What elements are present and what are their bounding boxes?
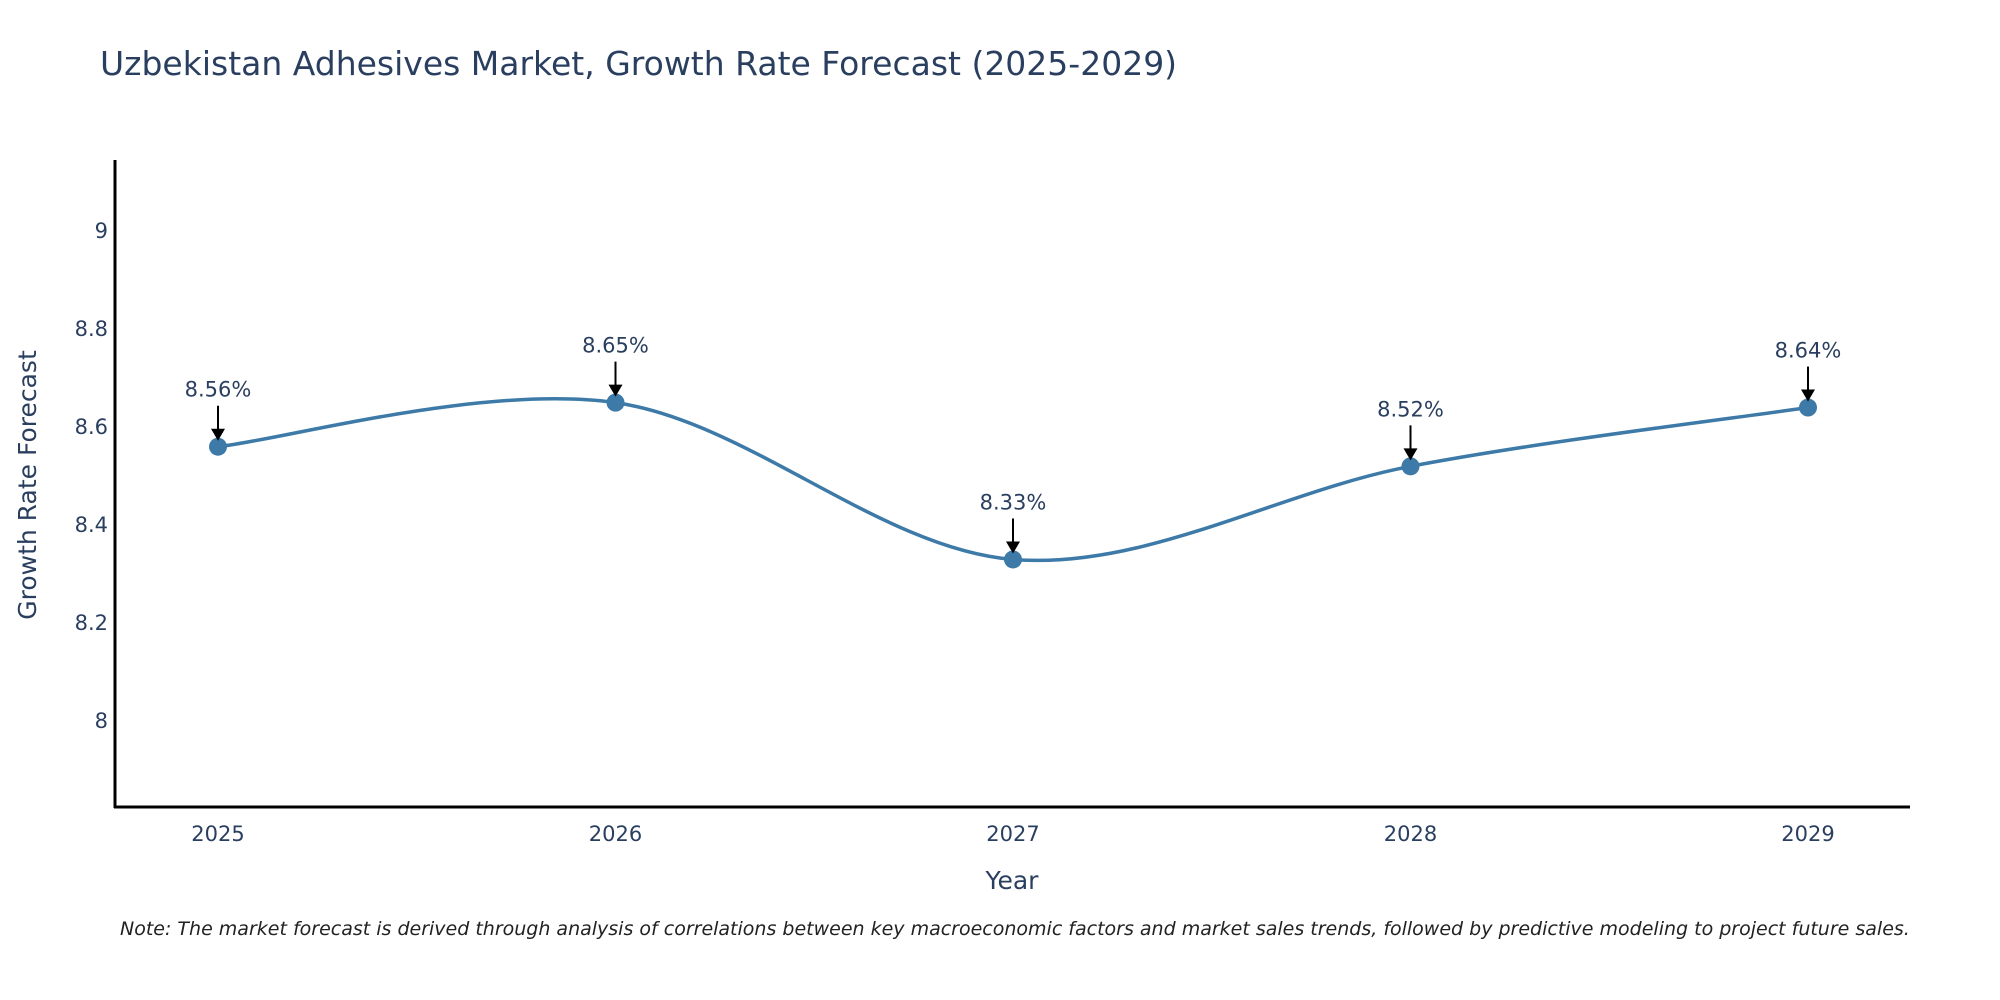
series-growth-rate xyxy=(209,393,1817,569)
data-label: 8.65% xyxy=(582,334,649,358)
data-point xyxy=(1799,398,1817,417)
data-label: 8.64% xyxy=(1775,339,1842,363)
x-tick-label: 2029 xyxy=(1781,822,1834,846)
data-point xyxy=(606,393,625,412)
data-labels: 8.56% 8.65% 8.33% 8.52% 8.64% xyxy=(185,334,1842,554)
data-point xyxy=(1401,457,1420,476)
annotation-arrowhead xyxy=(608,384,623,397)
axes: 8 8.2 8.4 8.6 8.8 9 2025 2026 2027 2028 2029 xyxy=(75,160,1910,846)
x-tick-label: 2028 xyxy=(1384,822,1437,846)
data-label: 8.33% xyxy=(980,490,1047,514)
x-tick-label: 2025 xyxy=(191,822,244,846)
annotation-arrowhead xyxy=(211,428,225,441)
x-tick-label: 2026 xyxy=(589,822,642,846)
y-tick-label: 9 xyxy=(95,219,108,243)
data-point xyxy=(1004,550,1022,569)
annotation-arrowhead xyxy=(1006,541,1020,554)
data-label: 8.52% xyxy=(1377,397,1444,421)
y-tick-label: 8.4 xyxy=(75,513,108,537)
data-label: 8.56% xyxy=(185,378,252,402)
annotation-arrowhead xyxy=(1801,389,1815,402)
annotation-arrowhead xyxy=(1403,448,1418,461)
y-tick-label: 8.2 xyxy=(75,611,108,635)
data-point xyxy=(209,437,227,456)
y-axis-title: Growth Rate Forecast xyxy=(13,350,42,620)
chart-note: Note: The market forecast is derived thr… xyxy=(120,918,1910,940)
x-axis-title: Year xyxy=(985,866,1040,895)
y-tick-label: 8 xyxy=(95,709,108,733)
y-tick-label: 8.6 xyxy=(75,415,108,439)
x-tick-label: 2027 xyxy=(986,822,1039,846)
y-tick-label: 8.8 xyxy=(75,317,108,341)
chart-title: Uzbekistan Adhesives Market, Growth Rate… xyxy=(100,44,1178,83)
